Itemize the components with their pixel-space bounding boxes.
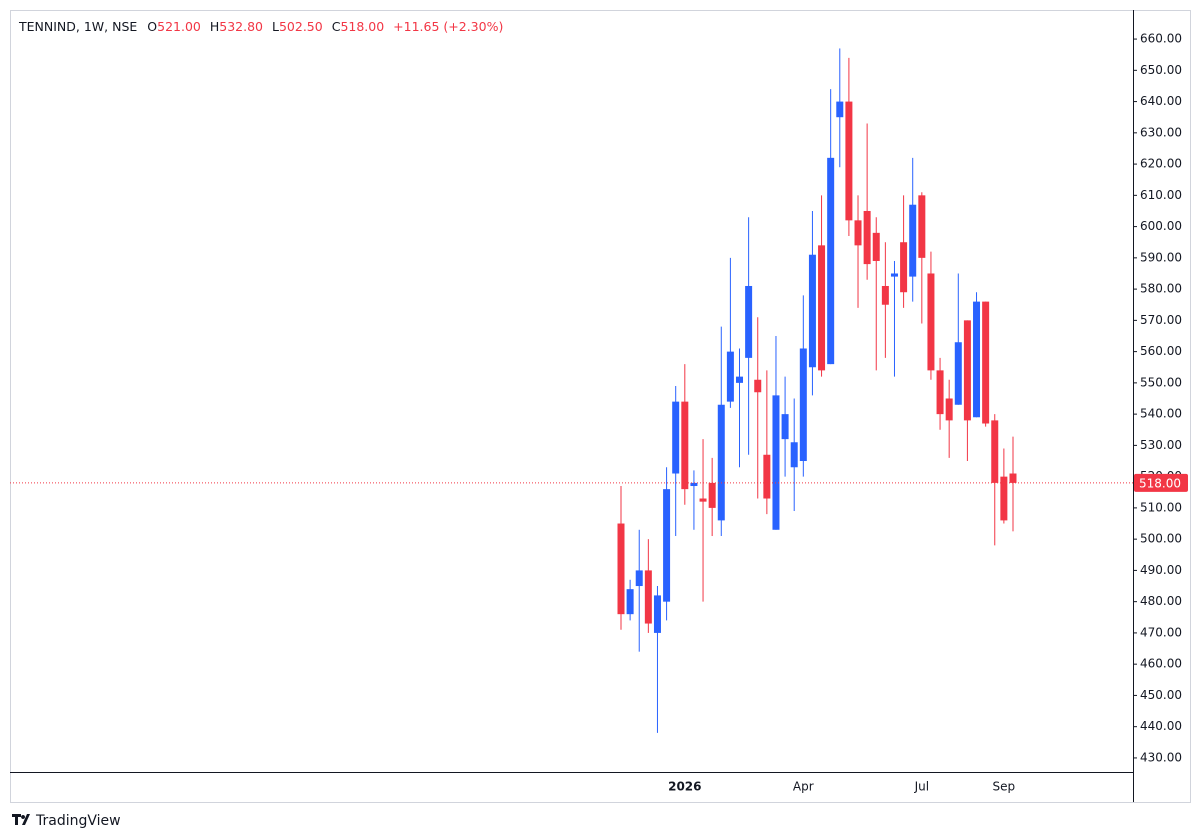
x-tick-label: Sep [993,780,1016,794]
candle-body [690,482,698,487]
candle-body [982,301,990,424]
y-tick-label: 430.00 [1140,750,1182,764]
y-tick-label: 630.00 [1140,125,1182,139]
y-tick-label: 530.00 [1140,438,1182,452]
y-tick-label: 660.00 [1140,32,1182,46]
candle-body [845,101,853,221]
candle-body [726,351,734,402]
y-tick-label: 640.00 [1140,94,1182,108]
change: +11.65 (+2.30%) [393,19,503,34]
y-tick-label: 470.00 [1140,625,1182,639]
last-price-box [1134,473,1188,492]
candle-body [790,442,798,468]
y-tick-label: 610.00 [1140,188,1182,202]
candle-body [781,414,789,440]
open-value: 521.00 [157,19,201,34]
candle-body [872,232,880,261]
candle-body [799,348,807,462]
candle-body [635,570,643,587]
candle-body [836,101,844,118]
candle-body [644,570,652,624]
candle-body [626,589,634,615]
candle-body [617,523,625,615]
candle-body [754,379,762,393]
y-tick-label: 580.00 [1140,282,1182,296]
y-tick-label: 550.00 [1140,375,1182,389]
candle-body [927,273,935,371]
y-tick-label: 620.00 [1140,157,1182,171]
candle-body [1009,473,1017,483]
candle-body [653,595,661,633]
open-key: O [147,19,157,34]
candle-body [672,401,680,474]
candle-body [717,404,725,521]
y-tick-label: 440.00 [1140,719,1182,733]
candle-body [699,498,707,502]
y-tick-label: 510.00 [1140,500,1182,514]
high-value: 532.80 [219,19,263,34]
candle-body [1000,476,1008,521]
candle-body [736,376,744,383]
candle-body [854,220,862,246]
candle-body [973,301,981,418]
close-value: 518.00 [340,19,384,34]
candle-body [818,245,826,371]
x-tick-label: 2026 [668,780,701,794]
y-tick-label: 450.00 [1140,688,1182,702]
candle-body [918,195,926,258]
x-tick-label: Apr [793,780,814,794]
candle-body [772,395,780,530]
candle-body [909,204,917,277]
y-tick-label: 560.00 [1140,344,1182,358]
candle-body [681,401,689,490]
y-tick-label: 460.00 [1140,657,1182,671]
low-value: 502.50 [279,19,323,34]
y-tick-label: 540.00 [1140,407,1182,421]
y-tick-label: 650.00 [1140,63,1182,77]
frame [10,10,1191,803]
candle-body [881,285,889,305]
candle-body [945,398,953,421]
candle-body [827,157,835,365]
last-price-label: 518.00 [1139,476,1181,490]
candle-body [663,489,671,602]
logo: TradingView [12,813,121,829]
close-key: C [332,19,341,34]
high-key: H [210,19,219,34]
candle-body [863,210,871,265]
candle-body [745,285,753,358]
candle-body [936,370,944,415]
candle-body [890,273,898,277]
y-tick-label: 490.00 [1140,563,1182,577]
candle-body [808,254,816,368]
candle-body [900,242,908,293]
y-tick-label: 570.00 [1140,313,1182,327]
y-tick-label: 480.00 [1140,594,1182,608]
low-key: L [272,19,279,34]
candle-body [708,482,716,508]
candle-body [763,454,771,499]
candle-body [954,342,962,405]
y-tick-label: 600.00 [1140,219,1182,233]
x-tick-label: Jul [914,780,929,794]
branding: TradingView [35,813,121,829]
header: TENNIND, 1W, NSE O521.00 H532.80 L502.50… [18,19,503,34]
candle-body [991,420,999,483]
y-tick-label: 590.00 [1140,250,1182,264]
y-tick-label: 500.00 [1140,532,1182,546]
symbol: TENNIND, 1W, NSE [18,19,137,34]
candle-body [963,320,971,421]
logo-mark [12,814,30,825]
